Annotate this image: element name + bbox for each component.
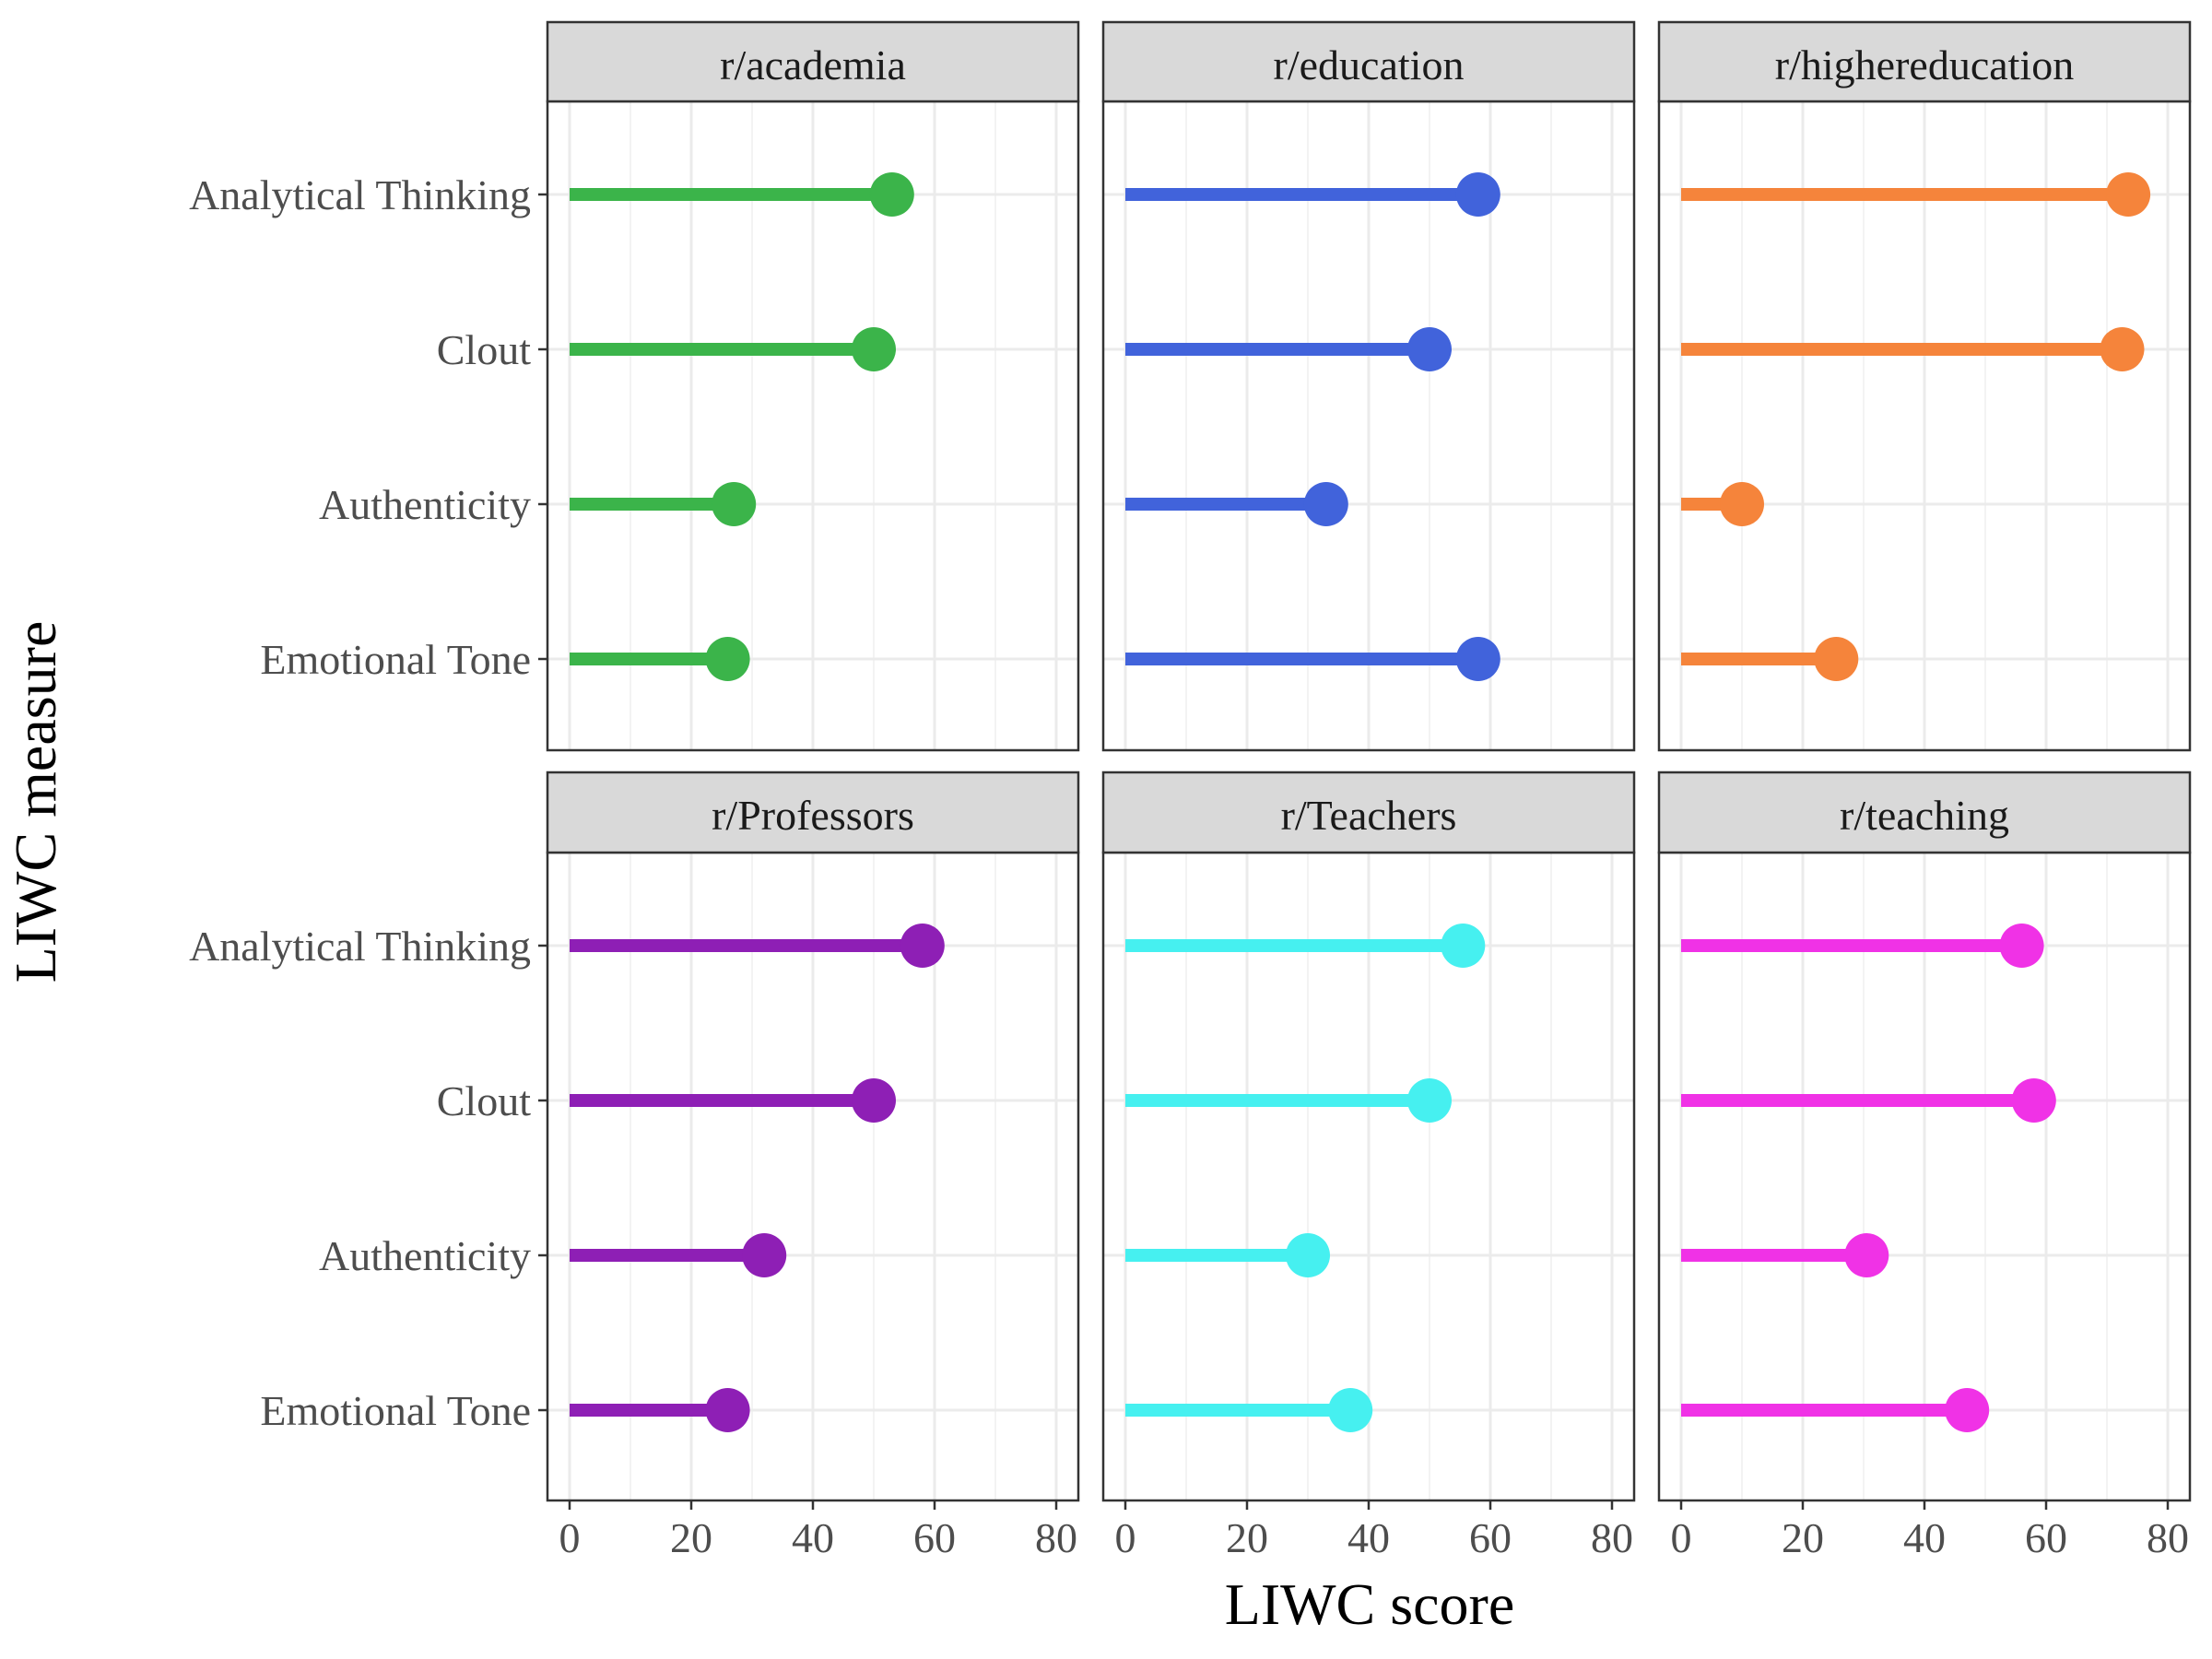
- y-tick-label-authenticity: Authenticity: [319, 1232, 531, 1279]
- x-tick-label: 20: [1782, 1514, 1824, 1561]
- lollipop-point-r-education-clout: [1407, 327, 1452, 371]
- lollipop-point-r-education-authenticity: [1303, 482, 1348, 526]
- panel-r-academia: r/academia Analytical Thinking Clout Authen…: [189, 20, 1080, 752]
- lollipop-point-r-professors-emotional-tone: [705, 1388, 750, 1432]
- lollipop-point-r-highereducation-analytical-thinking: [2106, 172, 2151, 217]
- x-tick-label: 80: [2147, 1514, 2189, 1561]
- panel-r-teachers: r/Teachers 0 20 40 60 80: [1101, 771, 1636, 1561]
- y-tick-label-emotional-tone: Emotional Tone: [260, 636, 531, 683]
- panel-r-teaching: r/teaching 0 20 40 60 80: [1657, 771, 2192, 1561]
- y-axis-title: LIWC measure: [3, 621, 68, 983]
- strip-label-r-professors: r/Professors: [712, 792, 914, 839]
- y-tick-label-analytical-thinking: Analytical Thinking: [189, 171, 531, 218]
- x-tick-label: 20: [670, 1514, 712, 1561]
- x-tick-label: 80: [1591, 1514, 1633, 1561]
- lollipop-point-r-teachers-authenticity: [1286, 1233, 1330, 1277]
- strip-background: [546, 20, 1080, 103]
- x-tick-label: 60: [913, 1514, 956, 1561]
- x-tick-label: 40: [1347, 1514, 1390, 1561]
- lollipop-point-r-teachers-emotional-tone: [1328, 1388, 1373, 1432]
- lollipop-point-r-teaching-clout: [2011, 1078, 2056, 1123]
- lollipop-point-r-education-analytical-thinking: [1455, 172, 1500, 217]
- strip-background: [1657, 771, 2192, 854]
- x-tick-label: 20: [1226, 1514, 1268, 1561]
- lollipop-point-r-academia-authenticity: [712, 482, 757, 526]
- y-tick-label-authenticity: Authenticity: [319, 481, 531, 528]
- strip-background: [1657, 20, 2192, 103]
- lollipop-point-r-highereducation-clout: [2100, 327, 2145, 371]
- y-tick-label-clout: Clout: [437, 326, 531, 373]
- lollipop-point-r-teaching-emotional-tone: [1945, 1388, 1990, 1432]
- panel-r-professors: r/Professors Analytical Thinking Clout Auth…: [189, 771, 1080, 1561]
- x-tick-label: 0: [559, 1514, 581, 1561]
- lollipop-point-r-professors-clout: [852, 1078, 896, 1123]
- strip-label-r-highereducation: r/highereducation: [1775, 41, 2074, 88]
- lollipop-point-r-academia-emotional-tone: [705, 637, 750, 681]
- x-tick-label: 0: [1115, 1514, 1136, 1561]
- lollipop-point-r-academia-analytical-thinking: [869, 172, 914, 217]
- strip-label-r-education: r/education: [1274, 41, 1465, 88]
- lollipop-point-r-teaching-authenticity: [1844, 1233, 1889, 1277]
- y-tick-label-analytical-thinking: Analytical Thinking: [189, 923, 531, 970]
- lollipop-point-r-professors-analytical-thinking: [900, 924, 945, 968]
- lollipop-point-r-academia-clout: [852, 327, 896, 371]
- y-tick-label-emotional-tone: Emotional Tone: [260, 1387, 531, 1434]
- y-tick-label-clout: Clout: [437, 1077, 531, 1124]
- lollipop-point-r-highereducation-authenticity: [1720, 482, 1764, 526]
- lollipop-point-r-education-emotional-tone: [1455, 637, 1500, 681]
- panel-r-highereducation: r/highereducation: [1657, 20, 2192, 752]
- x-tick-label: 40: [792, 1514, 834, 1561]
- strip-background: [546, 771, 1080, 854]
- strip-label-r-academia: r/academia: [720, 41, 906, 88]
- lollipop-point-r-highereducation-emotional-tone: [1814, 637, 1859, 681]
- x-tick-label: 60: [2025, 1514, 2067, 1561]
- lollipop-point-r-teachers-clout: [1407, 1078, 1452, 1123]
- panels-layer: r/academia Analytical Thinking Clout Authen…: [189, 20, 2192, 1561]
- panel-r-education: r/education: [1101, 20, 1636, 752]
- strip-background: [1101, 771, 1636, 854]
- x-tick-label: 0: [1671, 1514, 1692, 1561]
- x-axis-title: LIWC score: [1225, 1571, 1515, 1637]
- strip-label-r-teachers: r/Teachers: [1281, 792, 1457, 839]
- x-tick-label: 80: [1035, 1514, 1077, 1561]
- lollipop-point-r-teaching-analytical-thinking: [1999, 924, 2044, 968]
- x-tick-label: 60: [1469, 1514, 1512, 1561]
- lollipop-point-r-teachers-analytical-thinking: [1441, 924, 1486, 968]
- x-tick-label: 40: [1903, 1514, 1946, 1561]
- lollipop-point-r-professors-authenticity: [742, 1233, 787, 1277]
- strip-label-r-teaching: r/teaching: [1840, 792, 2009, 839]
- strip-background: [1101, 20, 1636, 103]
